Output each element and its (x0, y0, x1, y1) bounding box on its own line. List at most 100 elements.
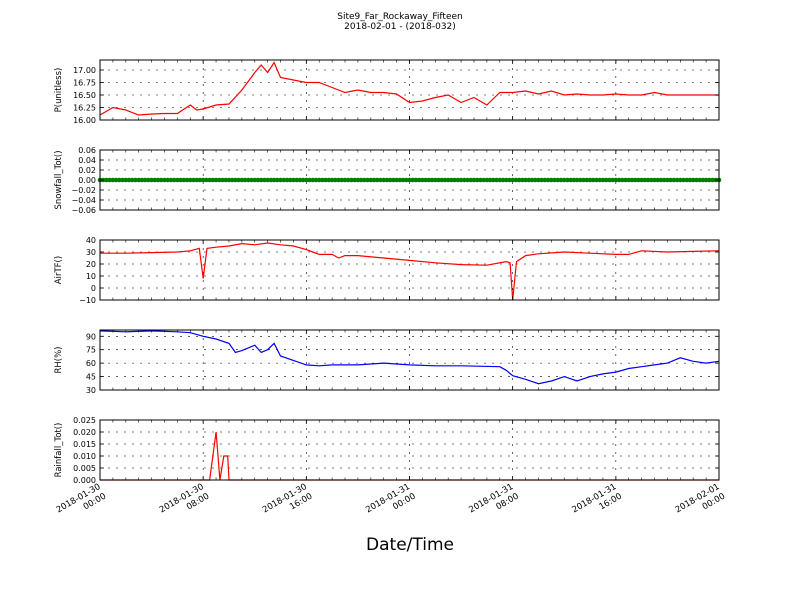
y-tick-label: −0.04 (71, 196, 96, 205)
data-point (597, 177, 603, 183)
subplot-2: −0.06−0.04−0.020.000.020.040.06 Snowfall_… (54, 146, 722, 215)
y-tick-label: 90 (86, 332, 96, 341)
y-tick-label: 0.005 (73, 464, 96, 473)
data-point (229, 177, 235, 183)
data-point (187, 177, 193, 183)
data-point (313, 177, 319, 183)
data-point (536, 177, 541, 183)
x-tick-label: 2018-02-0100:00 (674, 482, 727, 525)
data-point (474, 177, 480, 183)
data-point (681, 177, 686, 183)
subplot-3: −10 0 10 20 30 40 AirTF() (54, 236, 720, 305)
y-tick-label: 0 (91, 284, 96, 293)
data-point (707, 177, 712, 183)
data-point (552, 177, 557, 183)
data-point (204, 177, 209, 183)
data-point (487, 177, 493, 183)
x-tick-labels: 2018-01-3000:00 2018-01-3008:00 2018-01-30… (55, 482, 727, 525)
data-point (516, 177, 522, 183)
data-point (136, 177, 141, 183)
y-tick-label: 75 (86, 346, 96, 355)
data-point (697, 177, 702, 183)
data-point (471, 177, 477, 183)
data-point (403, 177, 409, 183)
data-point (152, 177, 158, 183)
data-point (407, 177, 412, 183)
data-point (281, 177, 287, 183)
data-point (549, 177, 554, 183)
data-point (268, 177, 274, 183)
subplots: 16.00 16.25 16.50 16.75 17.00 P(unitless) −0.0… (54, 59, 722, 485)
data-point (355, 177, 361, 183)
y-tick-label: 16.50 (73, 91, 96, 100)
data-point (326, 177, 332, 183)
data-point (703, 177, 709, 183)
data-point (648, 177, 654, 183)
data-point (394, 177, 399, 183)
x-tick-label: 2018-01-3000:00 (55, 482, 108, 525)
y-tick-label: 16.25 (73, 104, 96, 113)
data-point (497, 177, 503, 183)
y-tick-label: −0.06 (71, 206, 96, 215)
data-point (452, 177, 457, 183)
data-point (513, 177, 519, 183)
y-tick-label: 40 (86, 236, 96, 245)
data-point (133, 177, 138, 183)
data-point (629, 177, 635, 183)
data-point (584, 177, 590, 183)
data-point (478, 177, 483, 183)
data-point (320, 177, 325, 183)
y-tick-label: 0.020 (73, 428, 96, 437)
data-point (574, 177, 580, 183)
data-point (500, 177, 506, 183)
series-line (99, 61, 719, 116)
data-point (539, 177, 544, 183)
data-point (590, 177, 596, 183)
data-point (197, 177, 203, 183)
data-point (568, 177, 573, 183)
y-tick-label: 0.02 (78, 166, 96, 175)
y-tick-label: 0.010 (73, 452, 96, 461)
data-point (436, 177, 441, 183)
y-tick-label: 20 (86, 260, 96, 269)
data-point (378, 177, 383, 183)
data-point (607, 177, 612, 183)
y-tick-label: 0.06 (78, 146, 96, 155)
data-point (381, 177, 387, 183)
y-axis-label: Snowfall_Tot() (54, 150, 64, 209)
data-point (275, 177, 280, 183)
x-tick-label: 2018-01-3116:00 (571, 482, 624, 525)
data-point (294, 177, 299, 183)
data-point (307, 177, 312, 183)
data-point (362, 177, 367, 183)
data-point (304, 177, 309, 183)
y-tick-label: 30 (86, 248, 96, 257)
data-point (542, 177, 548, 183)
data-point (684, 177, 690, 183)
data-point (442, 177, 448, 183)
data-point (239, 177, 245, 183)
data-point (207, 177, 212, 183)
data-point (413, 177, 419, 183)
data-point (587, 177, 593, 183)
data-point (226, 177, 232, 183)
data-point (162, 177, 167, 183)
x-tick-label: 2018-01-3108:00 (467, 482, 520, 525)
data-point (146, 177, 151, 183)
data-point (658, 177, 664, 183)
data-point (255, 177, 261, 183)
data-point (316, 177, 322, 183)
data-point (300, 177, 306, 183)
data-point (616, 177, 622, 183)
y-tick-label: 30 (86, 386, 96, 395)
data-point (117, 177, 122, 183)
data-point (287, 177, 293, 183)
data-point (558, 177, 564, 183)
data-point (494, 177, 499, 183)
data-point (578, 177, 583, 183)
y-tick-label: 10 (86, 272, 96, 281)
data-point (213, 177, 219, 183)
data-point (600, 177, 606, 183)
data-point (329, 177, 335, 183)
data-point (110, 177, 116, 183)
